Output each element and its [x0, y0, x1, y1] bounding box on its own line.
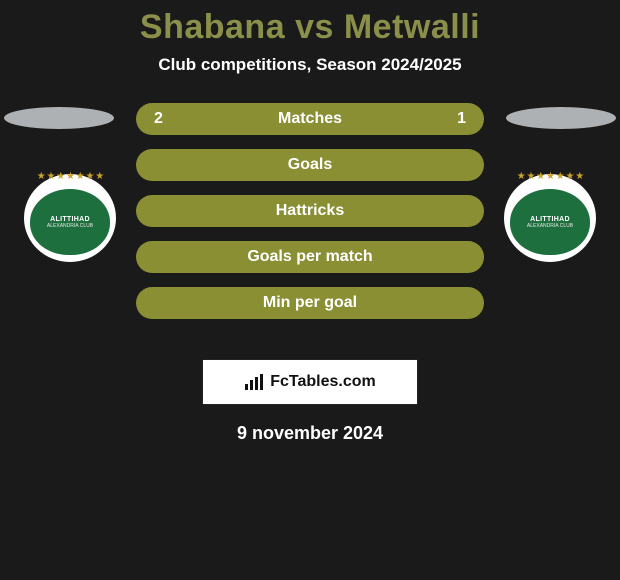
badge-text: ALITTIHAD: [530, 216, 570, 223]
star-arc-icon: ★ ★ ★ ★ ★ ★ ★: [500, 171, 600, 182]
stat-bar-min-per-goal: Min per goal: [136, 287, 484, 319]
bar-chart-icon: [244, 374, 264, 390]
badge-subtext: ALEXANDRIA CLUB: [527, 223, 573, 229]
snapshot-date: 9 november 2024: [0, 423, 620, 444]
stat-label: Matches: [278, 110, 342, 128]
title-vs: vs: [295, 8, 334, 46]
comparison-arena: ★ ★ ★ ★ ★ ★ ★ ALITTIHAD ALEXANDRIA CLUB …: [0, 103, 620, 353]
matches-value-right: 1: [457, 110, 466, 128]
stat-label: Min per goal: [263, 294, 357, 312]
stat-label: Hattricks: [276, 202, 344, 220]
ellipse-shadow-left: [4, 107, 114, 129]
stat-bar-goals: Goals: [136, 149, 484, 181]
title-player1: Shabana: [140, 8, 285, 46]
banner-text: FcTables.com: [270, 373, 376, 391]
stat-label: Goals: [288, 156, 332, 174]
matches-value-left: 2: [154, 110, 163, 128]
ellipse-shadow-right: [506, 107, 616, 129]
badge-shield-icon: ALITTIHAD ALEXANDRIA CLUB: [30, 189, 110, 255]
stat-label: Goals per match: [247, 248, 372, 266]
club-badge-right: ★ ★ ★ ★ ★ ★ ★ ALITTIHAD ALEXANDRIA CLUB: [500, 173, 600, 263]
star-arc-icon: ★ ★ ★ ★ ★ ★ ★: [20, 171, 120, 182]
page-title: Shabana vs Metwalli: [0, 0, 620, 47]
stat-bars: 2 Matches 1 Goals Hattricks Goals per ma…: [136, 103, 484, 333]
stat-bar-matches: 2 Matches 1: [136, 103, 484, 135]
stat-bar-hattricks: Hattricks: [136, 195, 484, 227]
subtitle: Club competitions, Season 2024/2025: [0, 55, 620, 75]
club-badge-left: ★ ★ ★ ★ ★ ★ ★ ALITTIHAD ALEXANDRIA CLUB: [20, 173, 120, 263]
title-player2: Metwalli: [344, 8, 480, 46]
badge-subtext: ALEXANDRIA CLUB: [47, 223, 93, 229]
badge-text: ALITTIHAD: [50, 216, 90, 223]
source-banner[interactable]: FcTables.com: [202, 359, 418, 405]
badge-shield-icon: ALITTIHAD ALEXANDRIA CLUB: [510, 189, 590, 255]
stat-bar-goals-per-match: Goals per match: [136, 241, 484, 273]
